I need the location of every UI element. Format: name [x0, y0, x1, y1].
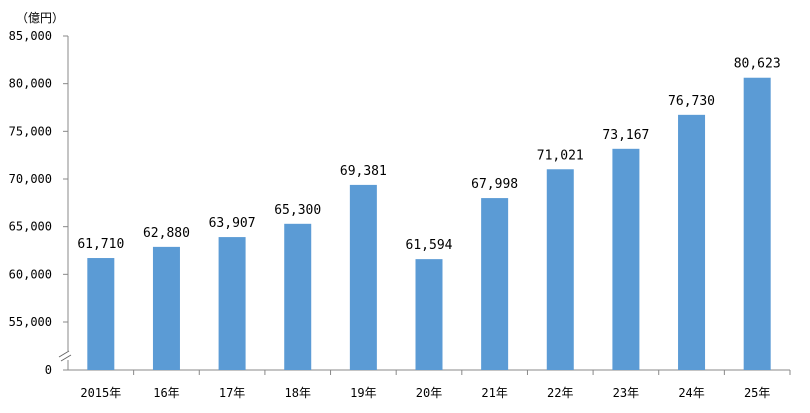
y-tick-label: 0 — [45, 363, 52, 377]
category-label: 18年 — [285, 386, 311, 400]
y-tick-label: 80,000 — [9, 77, 52, 91]
category-label: 19年 — [350, 386, 376, 400]
x-axis — [68, 369, 791, 375]
data-label: 63,907 — [209, 216, 256, 231]
bar — [612, 148, 640, 370]
category-label: 23年 — [613, 386, 639, 400]
bar — [743, 77, 771, 370]
data-label: 73,167 — [602, 128, 649, 143]
data-label: 65,300 — [274, 203, 321, 218]
axis-break-mark — [60, 354, 72, 362]
data-label: 61,594 — [406, 238, 453, 253]
bar — [87, 258, 115, 370]
bar — [152, 246, 180, 370]
bars — [87, 77, 771, 370]
data-label: 80,623 — [734, 57, 781, 72]
y-tick-label: 65,000 — [9, 220, 52, 234]
value-labels: 61,710 62,880 63,907 65,300 69,381 61,594 67,9… — [77, 57, 780, 253]
unit-label: （億円） — [16, 11, 64, 25]
y-axis: 0 55,000 60,000 65,000 70,000 75,000 80,000 85,… — [9, 29, 77, 377]
y-tick-label: 70,000 — [9, 172, 52, 186]
data-label: 61,710 — [77, 237, 124, 252]
y-tick-label: 85,000 — [9, 29, 52, 43]
category-labels: 2015年 16年 17年 18年 19年 20年 21年 22年 23年 24年 25年 — [80, 386, 770, 400]
bar — [481, 198, 509, 370]
category-label: 16年 — [153, 386, 179, 400]
y-tick-label: 75,000 — [9, 124, 52, 138]
data-label: 62,880 — [143, 226, 190, 241]
data-label: 69,381 — [340, 164, 387, 179]
category-label: 2015年 — [80, 386, 121, 400]
bar — [678, 114, 706, 370]
y-tick-label: 60,000 — [9, 267, 52, 281]
category-label: 21年 — [481, 386, 507, 400]
category-label: 24年 — [678, 386, 704, 400]
bar — [415, 259, 443, 370]
y-tick-label: 55,000 — [9, 315, 52, 329]
bar — [218, 237, 246, 370]
category-label: 22年 — [547, 386, 573, 400]
category-label: 17年 — [219, 386, 245, 400]
bar — [349, 184, 377, 370]
data-label: 67,998 — [471, 177, 518, 192]
bar — [546, 169, 574, 370]
category-label: 25年 — [744, 386, 770, 400]
data-label: 71,021 — [537, 148, 584, 163]
axis-break-gap — [59, 351, 77, 360]
data-label: 76,730 — [668, 94, 715, 109]
bar — [284, 223, 312, 370]
category-label: 20年 — [416, 386, 442, 400]
axis-break-mark — [58, 350, 70, 358]
